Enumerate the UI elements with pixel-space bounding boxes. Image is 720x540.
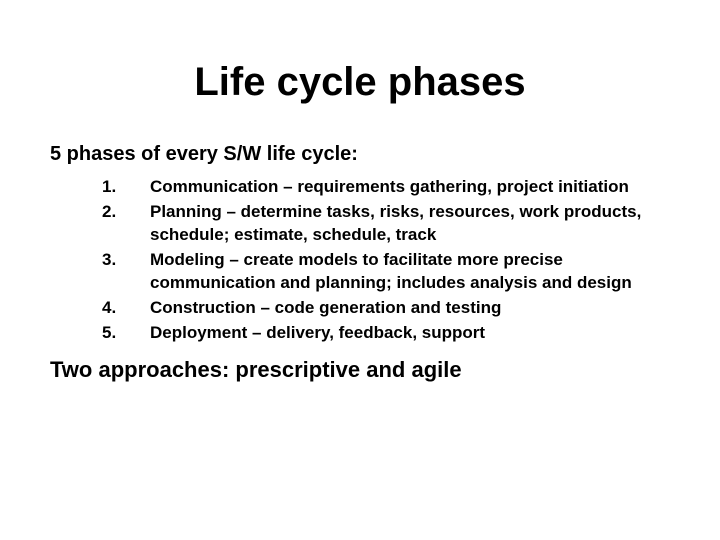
list-text: Construction – code generation and testi… — [150, 297, 660, 320]
footer-text: Two approaches: prescriptive and agile — [50, 357, 670, 383]
list-text: Planning – determine tasks, risks, resou… — [150, 201, 660, 247]
list-number: 5. — [102, 322, 150, 345]
list-item: 1. Communication – requirements gatherin… — [102, 176, 660, 199]
list-item: 4. Construction – code generation and te… — [102, 297, 660, 320]
list-number: 1. — [102, 176, 150, 199]
list-item: 2. Planning – determine tasks, risks, re… — [102, 201, 660, 247]
list-number: 3. — [102, 249, 150, 295]
list-item: 5. Deployment – delivery, feedback, supp… — [102, 322, 660, 345]
list-item: 3. Modeling – create models to facilitat… — [102, 249, 660, 295]
list-text: Deployment – delivery, feedback, support — [150, 322, 660, 345]
list-text: Communication – requirements gathering, … — [150, 176, 660, 199]
slide-subtitle: 5 phases of every S/W life cycle: — [50, 143, 670, 166]
slide-title: Life cycle phases — [50, 60, 670, 105]
list-text: Modeling – create models to facilitate m… — [150, 249, 660, 295]
phases-list: 1. Communication – requirements gatherin… — [50, 176, 670, 345]
list-number: 4. — [102, 297, 150, 320]
list-number: 2. — [102, 201, 150, 247]
